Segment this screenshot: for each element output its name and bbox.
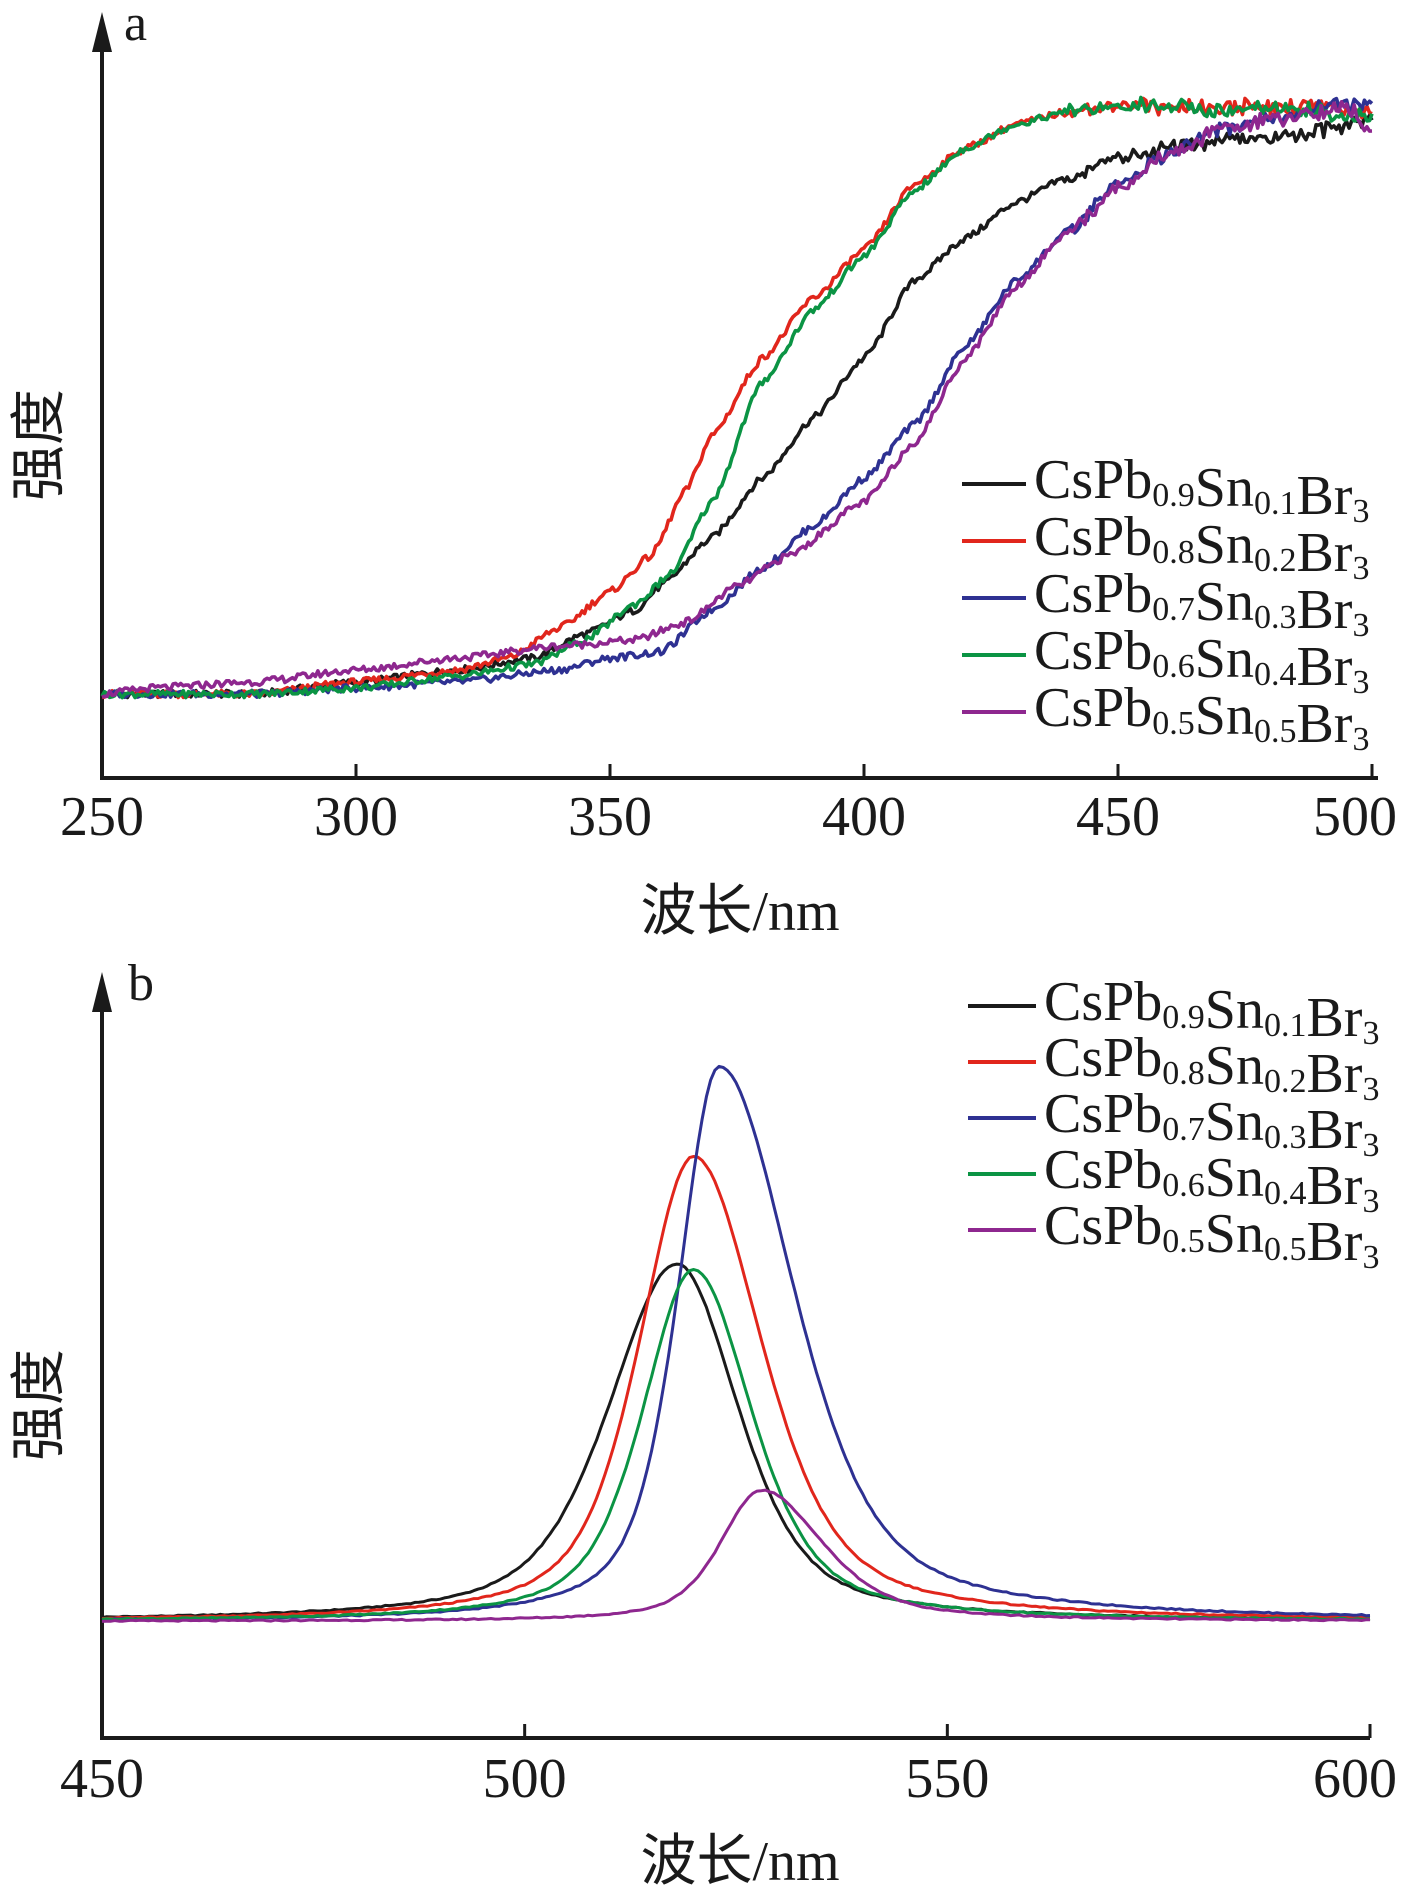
x-axis-label-b: 波长/nm [640,1831,839,1890]
y-axis-label-b: 强度 [9,1349,71,1461]
y-axis-arrow-a [92,12,112,52]
x-tick-label: 550 [905,1748,989,1810]
series-line-4 [100,95,1374,700]
panel-label-b: b [128,955,154,1012]
legend-entry: CsPb0.9Sn0.1Br3 [1044,971,1379,1052]
x-tick-label: 600 [1313,1748,1397,1810]
legend-a: CsPb0.9Sn0.1Br3CsPb0.8Sn0.2Br3CsPb0.7Sn0… [962,449,1369,758]
series-line-4 [101,1268,1371,1621]
legend-entry: CsPb0.9Sn0.1Br3 [1034,449,1369,530]
x-tick-label: 300 [314,786,398,848]
y-axis-label-a: 强度 [9,389,71,501]
series-line-3 [101,1064,1371,1621]
series-line-5 [101,100,1373,699]
legend-entry: CsPb0.6Sn0.4Br3 [1034,620,1369,701]
series-a [100,95,1374,700]
x-tick-label: 450 [1076,786,1160,848]
x-tick-label: 250 [60,786,144,848]
legend-entry: CsPb0.6Sn0.4Br3 [1044,1139,1379,1220]
legend-entry: CsPb0.5Sn0.5Br3 [1044,1195,1379,1276]
x-tick-label: 500 [1313,786,1397,848]
x-tick-label: 400 [822,786,906,848]
panel-label-a: a [124,0,147,52]
y-axis-arrow-b [92,972,112,1012]
series-line-1 [101,1262,1371,1621]
x-tick-label: 500 [483,1748,567,1810]
legend-entry: CsPb0.7Sn0.3Br3 [1044,1083,1379,1164]
series-line-2 [101,1155,1371,1621]
series-line-5 [101,1488,1370,1623]
x-ticks-b: 450 500 550 600 [60,1724,1397,1810]
legend-entry: CsPb0.8Sn0.2Br3 [1044,1027,1379,1108]
panel-b: b 450 500 550 600 波长/nm 强度 CsPb0.9Sn0.1Br3C… [9,955,1397,1890]
legend-entry: CsPb0.8Sn0.2Br3 [1034,506,1369,587]
panel-a: a 250 300 350 400 450 500 波长/nm 强度 CsPb0.9Sn0… [9,0,1397,943]
legend-entry: CsPb0.5Sn0.5Br3 [1034,677,1369,758]
legend-entry: CsPb0.7Sn0.3Br3 [1034,563,1369,644]
series-b [101,1064,1371,1623]
x-axis-label-a: 波长/nm [640,881,839,943]
x-tick-label: 450 [60,1748,144,1810]
x-tick-label: 350 [568,786,652,848]
legend-b: CsPb0.9Sn0.1Br3CsPb0.8Sn0.2Br3CsPb0.7Sn0… [968,971,1379,1276]
x-ticks-a: 250 300 350 400 450 500 [60,764,1397,848]
